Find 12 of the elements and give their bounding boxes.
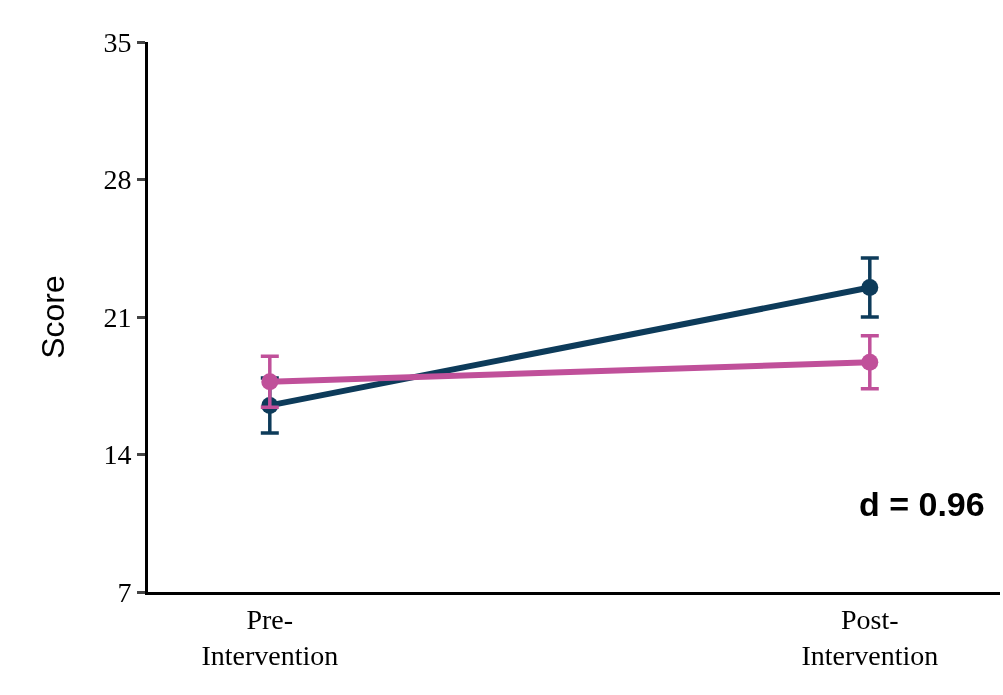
y-tick-label: 7 (117, 576, 132, 608)
y-tick-label: 28 (103, 164, 132, 196)
point (261, 373, 279, 391)
point (861, 279, 879, 297)
x-tick-label: Post- Intervention (801, 603, 939, 671)
point (861, 353, 879, 371)
y-tick-label: 21 (103, 301, 132, 333)
y-tick-label: 14 (103, 439, 132, 471)
y-tick-label: 35 (103, 26, 132, 58)
y-axis-title: Score (34, 275, 71, 359)
annotation: d = 0.96 (859, 485, 985, 523)
x-tick-label: Pre- Intervention (201, 603, 339, 671)
